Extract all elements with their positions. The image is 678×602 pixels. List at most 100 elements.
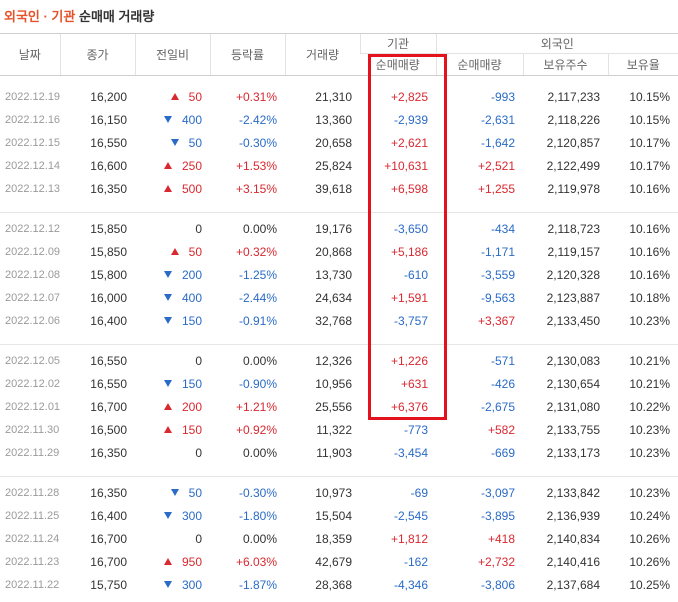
column-subheader: 순매매량 <box>435 53 523 76</box>
change-cell: 0 <box>135 349 210 372</box>
rate-cell: -0.90% <box>238 376 277 391</box>
close-cell: 16,550 <box>90 135 127 150</box>
foreign-net-cell: -3,559 <box>480 267 515 282</box>
holdings-cell: 2,133,842 <box>546 485 600 500</box>
institution-net-cell: +1,226 <box>390 353 428 368</box>
date-cell: 2022.11.25 <box>5 509 60 522</box>
date-cell: 2022.11.24 <box>5 532 60 545</box>
holdings-cell: 2,140,416 <box>546 554 600 569</box>
change-arrow <box>163 293 172 301</box>
volume-cell: 20,658 <box>315 135 352 150</box>
data-row: 2022.12.08 15,800 200 -1.25% 13,730 -610 -3,55… <box>0 263 678 286</box>
data-row: 2022.12.13 16,350 500 +3.15% 39,618 +6,598 +1,… <box>0 177 678 200</box>
volume-cell: 11,322 <box>316 422 352 437</box>
change-cell: 150 <box>135 309 210 332</box>
separator-line <box>0 475 678 477</box>
change-cell: 500 <box>135 177 210 200</box>
change-value: 0 <box>195 353 202 368</box>
change-value: 0 <box>195 531 202 546</box>
holdings-cell: 2,133,173 <box>546 445 600 460</box>
date-cell: 2022.12.09 <box>5 245 61 258</box>
change-cell: 400 <box>135 108 210 131</box>
change-value: 400 <box>181 290 202 305</box>
rate-cell: -1.80% <box>238 508 277 523</box>
volume-cell: 39,618 <box>315 181 352 196</box>
ratio-cell: 10.16% <box>629 244 671 259</box>
ratio-cell: 10.23% <box>629 313 671 328</box>
data-row: 2022.12.07 16,000 400 -2.44% 24,634 +1,591 -9,… <box>0 286 678 309</box>
change-value: 200 <box>181 399 202 414</box>
volume-cell: 11,903 <box>316 445 352 460</box>
change-arrow <box>163 557 172 565</box>
header-row: 순매매량 순매매량 보유주수 보유율 <box>0 53 678 76</box>
close-cell: 15,850 <box>90 221 127 236</box>
close-cell: 16,200 <box>90 89 127 104</box>
data-row: 2022.11.30 16,500 150 +0.92% 11,322 -773 +582 2… <box>0 418 678 441</box>
data-row: 2022.12.05 16,550 0 0.00% 12,326 +1,226 -571 2,… <box>0 349 678 372</box>
date-cell: 2022.11.23 <box>5 555 60 568</box>
rate-cell: 0.00% <box>242 445 277 460</box>
change-value: 300 <box>181 577 202 592</box>
foreign-net-cell: +418 <box>487 531 515 546</box>
change-value: 50 <box>188 89 202 104</box>
data-row: 2022.11.23 16,700 950 +6.03% 42,679 -162 +2,73… <box>0 550 678 573</box>
date-cell: 2022.12.19 <box>5 90 61 103</box>
holdings-cell: 2,136,939 <box>546 508 600 523</box>
institution-net-cell: -162 <box>403 554 428 569</box>
change-arrow <box>163 115 172 123</box>
institution-net-cell: -4,346 <box>393 577 428 592</box>
column-header: 전일비 <box>134 33 210 76</box>
institution-net-cell: +5,186 <box>390 244 428 259</box>
date-cell: 2022.12.07 <box>5 291 61 304</box>
rate-cell: -0.91% <box>238 313 277 328</box>
change-cell: 50 <box>135 481 210 504</box>
change-value: 950 <box>181 554 202 569</box>
foreign-net-cell: +582 <box>487 422 515 437</box>
column-header: 거래량 <box>284 33 360 76</box>
institution-net-cell: +6,598 <box>390 181 428 196</box>
institution-net-cell: +2,825 <box>390 89 428 104</box>
foreign-net-cell: +2,521 <box>477 158 515 173</box>
date-cell: 2022.12.12 <box>5 222 61 235</box>
holdings-cell: 2,133,450 <box>546 313 600 328</box>
change-cell: 300 <box>135 573 210 596</box>
separator-line <box>0 343 678 345</box>
institution-net-cell: +631 <box>400 376 428 391</box>
change-arrow <box>170 488 179 496</box>
table-body: 2022.12.19 16,200 50 +0.31% 21,310 +2,825 -993… <box>0 76 678 597</box>
holdings-cell: 2,118,226 <box>547 112 601 127</box>
change-value: 500 <box>181 181 202 196</box>
holdings-cell: 2,122,499 <box>546 158 600 173</box>
date-cell: 2022.12.14 <box>5 159 61 172</box>
change-cell: 0 <box>135 441 210 464</box>
volume-cell: 12,326 <box>315 353 352 368</box>
column-header: 기관 <box>359 33 436 54</box>
change-cell: 250 <box>135 154 210 177</box>
foreign-net-cell: -1,642 <box>480 135 515 150</box>
foreign-net-cell: -2,631 <box>480 112 515 127</box>
institution-net-cell: -3,650 <box>393 221 428 236</box>
change-cell: 50 <box>135 131 210 154</box>
ratio-cell: 10.17% <box>629 158 671 173</box>
institution-net-cell: +1,591 <box>390 290 428 305</box>
rate-cell: 0.00% <box>242 531 277 546</box>
change-arrow <box>163 402 172 410</box>
close-cell: 15,750 <box>90 577 127 592</box>
foreign-net-cell: -1,171 <box>480 244 515 259</box>
separator-cell <box>0 200 678 217</box>
holdings-cell: 2,123,887 <box>546 290 600 305</box>
volume-cell: 20,868 <box>315 244 352 259</box>
column-subheader: 순매매량 <box>360 53 436 76</box>
ratio-cell: 10.16% <box>629 267 671 282</box>
data-row: 2022.12.02 16,550 150 -0.90% 10,956 +631 -426 2… <box>0 372 678 395</box>
change-arrow <box>163 580 172 588</box>
data-row: 2022.12.16 16,150 400 -2.42% 13,360 -2,939 -2,… <box>0 108 678 131</box>
separator-row <box>0 200 678 217</box>
change-arrow <box>163 379 172 387</box>
change-cell: 0 <box>135 217 210 240</box>
close-cell: 16,700 <box>90 531 127 546</box>
data-row: 2022.12.15 16,550 50 -0.30% 20,658 +2,621 -1,6… <box>0 131 678 154</box>
table-head: 날짜 종가 전일비 등락률 거래량 기관 외국인 순매매량 순매매량 보유주수 보유율 <box>0 33 678 76</box>
ratio-cell: 10.17% <box>629 135 671 150</box>
rate-cell: -2.42% <box>238 112 277 127</box>
